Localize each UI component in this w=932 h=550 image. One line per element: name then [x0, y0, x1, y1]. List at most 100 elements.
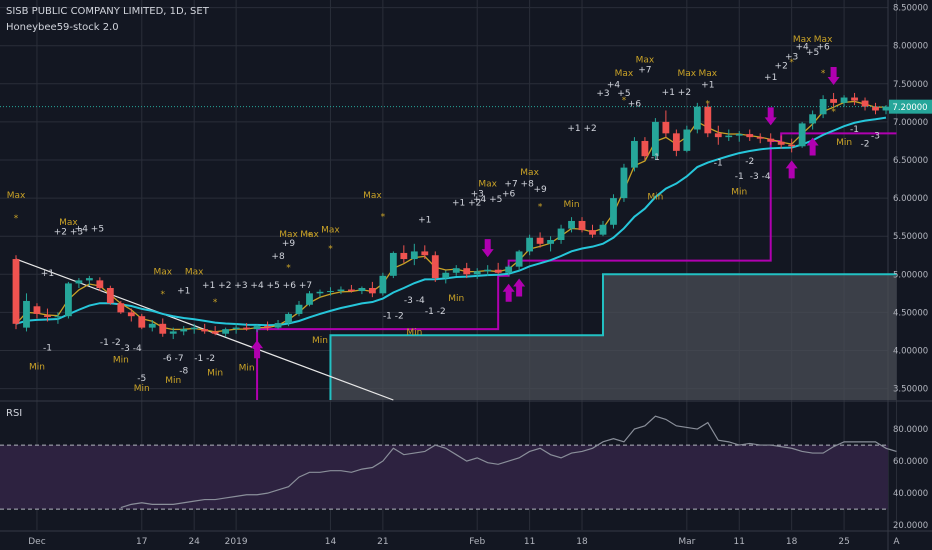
annotation-label: +1 +2	[567, 124, 596, 134]
candle	[222, 327, 230, 337]
time-tick-label: A	[893, 537, 900, 547]
candle-body	[180, 329, 188, 332]
annotation-label: +6	[502, 190, 516, 200]
annotation-label: Max	[279, 230, 298, 240]
candle	[243, 323, 251, 331]
annotation-label: -3	[871, 132, 880, 142]
candle-body	[589, 230, 596, 235]
annotation-label: Min	[207, 369, 223, 379]
candle-body	[714, 133, 722, 138]
candle	[232, 323, 240, 334]
candle-body	[264, 326, 271, 328]
annotation-label: +1 +2 +3 +4 +5 +6 +7	[202, 281, 312, 291]
candle-body	[442, 272, 450, 279]
candle	[54, 312, 62, 324]
candle-body	[431, 255, 439, 279]
candle-body	[872, 106, 879, 111]
candle	[180, 326, 188, 336]
annotation-label: +9	[282, 239, 296, 249]
buy-arrow-icon	[513, 278, 526, 297]
rsi-tick-label: 80.0000	[893, 425, 928, 435]
time-tick-label: 17	[136, 537, 147, 547]
rsi-tick-label: 20.0000	[893, 521, 928, 531]
candle	[148, 320, 156, 332]
candle-body	[861, 100, 869, 107]
sell-arrow-icon	[481, 239, 494, 258]
candle	[735, 131, 743, 142]
candle	[379, 272, 387, 296]
candle-body	[148, 323, 156, 328]
annotation-label: -3 -4	[121, 344, 142, 354]
candle	[568, 217, 575, 233]
candle	[306, 291, 313, 307]
candle	[631, 137, 638, 172]
candle	[484, 265, 492, 276]
annotation-label: +7 +8	[504, 180, 534, 190]
candle-body	[798, 123, 806, 147]
annotation-label: *	[213, 298, 218, 308]
candle	[44, 308, 51, 322]
candle-body	[190, 327, 198, 330]
candle	[442, 270, 450, 284]
candle	[253, 324, 261, 333]
last-price-label: 7.20000	[892, 103, 927, 113]
annotation-label: +7	[638, 65, 651, 75]
candle-body	[368, 288, 376, 294]
candle-body	[568, 220, 575, 229]
candle-body	[295, 304, 303, 314]
annotation-label: Min	[647, 193, 663, 203]
candle	[798, 121, 806, 148]
annotation-label: -2	[745, 157, 754, 167]
annotation-label: Min	[134, 384, 150, 394]
rsi-label: RSI	[6, 408, 23, 419]
price-tick-label: 4.00000	[893, 346, 928, 356]
candle-body	[725, 135, 733, 138]
annotation-label: Max	[814, 35, 833, 45]
annotation-label: -1 -2	[194, 354, 215, 364]
last-price-badge	[889, 99, 932, 114]
candle-body	[463, 268, 471, 275]
candle	[557, 224, 565, 244]
candle-body	[620, 167, 628, 199]
candle-body	[337, 289, 345, 292]
price-tick-label: 7.50000	[893, 80, 928, 90]
candle-body	[44, 315, 51, 317]
candle	[327, 287, 334, 296]
annotation-label: Max	[615, 69, 634, 79]
candle-body	[515, 251, 523, 267]
candle-body	[882, 106, 890, 111]
candle	[809, 110, 817, 130]
candle	[358, 286, 366, 295]
candle	[211, 326, 219, 336]
annotation-label: -1	[850, 125, 859, 135]
candle	[851, 92, 858, 106]
candle	[767, 133, 775, 145]
candle-body	[316, 291, 324, 294]
annotation-label: *	[789, 58, 794, 68]
annotation-label: Max	[59, 218, 78, 228]
annotation-label: *	[14, 214, 19, 224]
candle	[274, 320, 282, 330]
candle	[368, 281, 376, 298]
annotation-label: Max	[636, 55, 655, 65]
candle	[117, 300, 125, 314]
time-tick-label: Mar	[678, 537, 695, 547]
annotation-label: +4	[607, 81, 621, 91]
candle	[65, 281, 72, 319]
price-tick-label: 8.00000	[893, 42, 928, 52]
time-tick-label: 11	[734, 537, 745, 547]
candle-body	[735, 134, 743, 136]
annotation-label: Max	[321, 225, 340, 235]
price-tick-label: 3.50000	[893, 385, 928, 395]
candle	[756, 133, 764, 144]
price-tick-label: 6.00000	[893, 194, 928, 204]
candle-body	[85, 278, 93, 281]
annotation-label: +3	[596, 89, 609, 99]
candle	[620, 163, 628, 202]
annotation-label: *	[622, 96, 627, 106]
candle-body	[788, 144, 796, 147]
candle-body	[232, 327, 240, 330]
candle	[872, 102, 879, 115]
annotation-label: -5	[137, 374, 146, 384]
